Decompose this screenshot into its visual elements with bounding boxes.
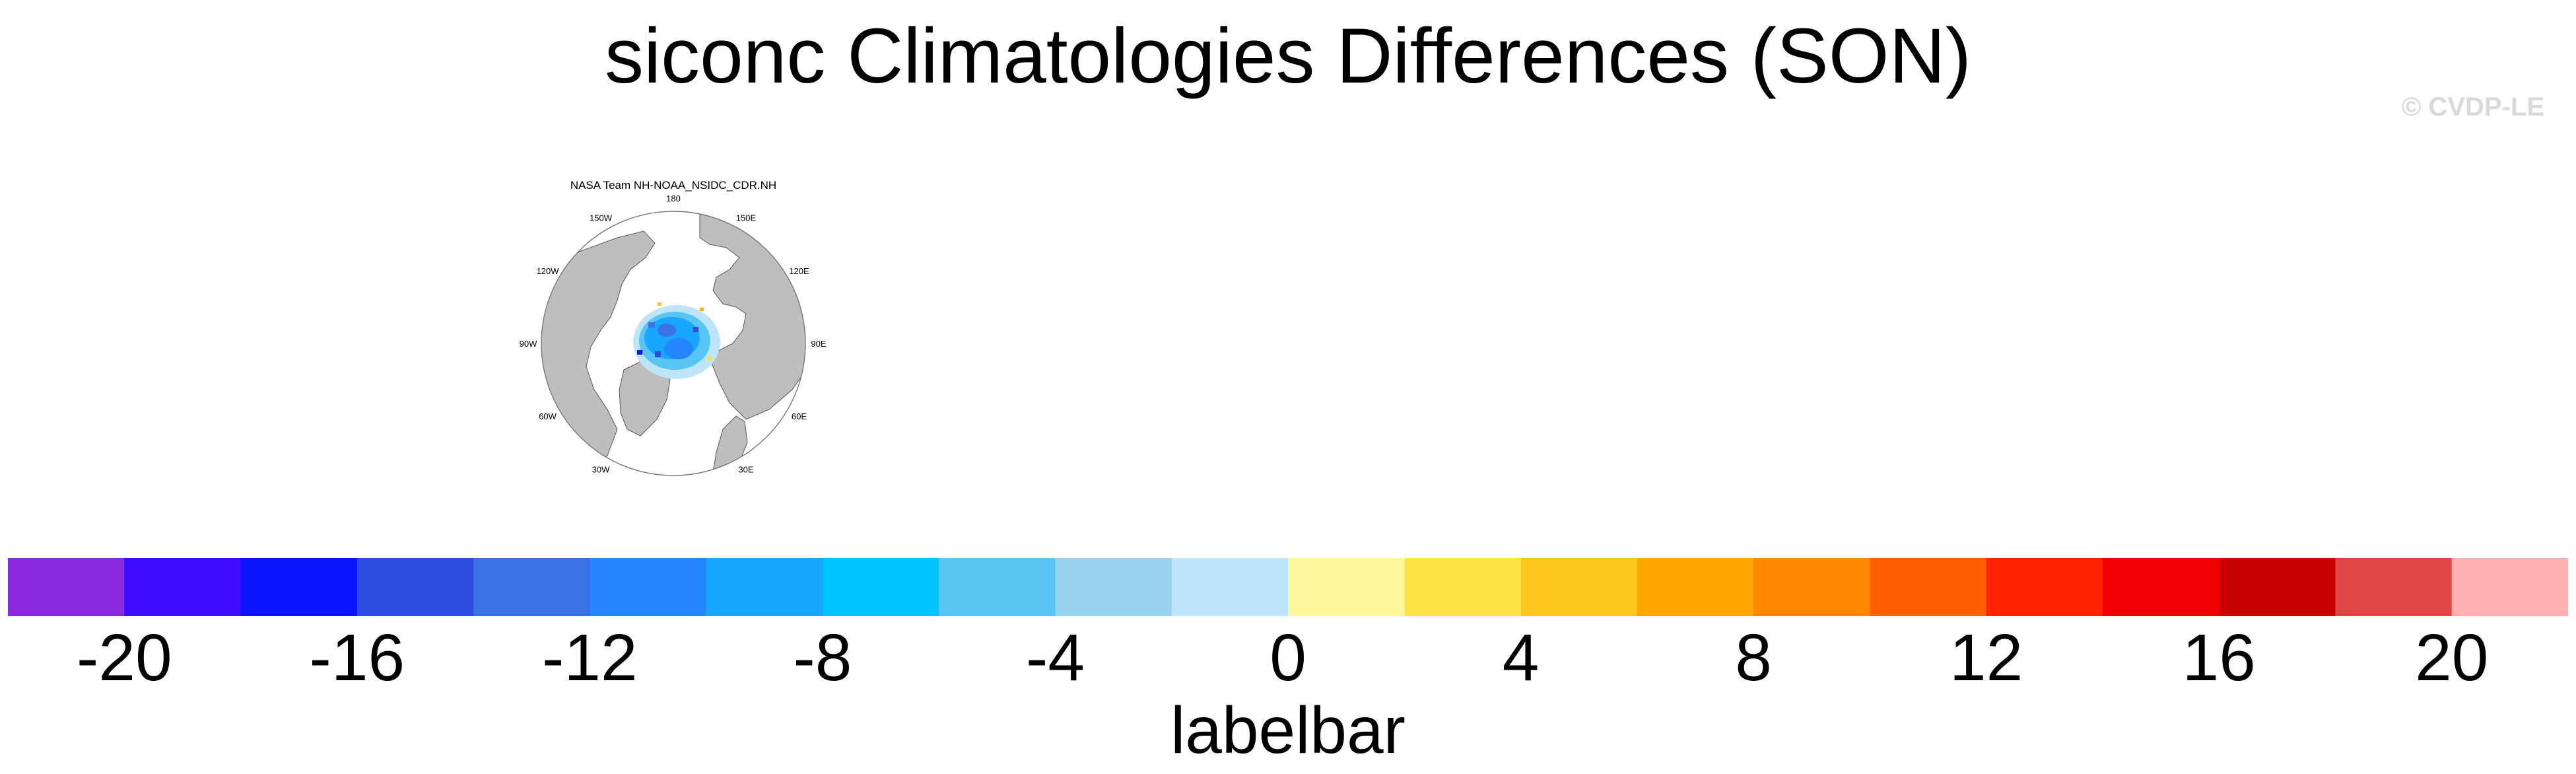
- longitude-label: 120E: [789, 266, 809, 276]
- longitude-label: 180: [666, 194, 681, 203]
- map-border: [541, 211, 806, 476]
- longitude-label: 150E: [736, 213, 757, 223]
- colorbar-tick-label: 4: [1503, 621, 1540, 695]
- colorbar-tick-label: 8: [1735, 621, 1772, 695]
- colorbar-box: [706, 558, 823, 616]
- longitude-label: 30E: [738, 465, 753, 475]
- colorbar-tick-label: 16: [2183, 621, 2256, 695]
- colorbar-box: [473, 558, 590, 616]
- colorbar-box: [1870, 558, 1987, 616]
- watermark: © CVDP-LE: [2401, 92, 2544, 122]
- colorbar-box: [8, 558, 125, 616]
- colorbar-box: [1171, 558, 1289, 616]
- colorbar-box: [2102, 558, 2220, 616]
- colorbar-tick-label: -12: [542, 621, 638, 695]
- colorbar-box: [1986, 558, 2103, 616]
- colorbar-box: [124, 558, 242, 616]
- chart-title: siconc Climatologies Differences (SON): [604, 13, 1972, 100]
- colorbar-box: [822, 558, 939, 616]
- colorbar-box: [1520, 558, 1638, 616]
- panel-title: NASA Team NH-NOAA_NSIDC_CDR.NH: [570, 179, 777, 192]
- longitude-label: 30W: [592, 465, 610, 475]
- colorbar-box: [356, 558, 474, 616]
- longitude-label: 150W: [590, 213, 613, 223]
- colorbar-title: labelbar: [1170, 693, 1406, 767]
- colorbar-tick-label: -16: [310, 621, 405, 695]
- colorbar-tick-label: -4: [1026, 621, 1085, 695]
- colorbar-box: [2335, 558, 2453, 616]
- colorbar-box: [1055, 558, 1172, 616]
- longitude-label: 90E: [811, 339, 826, 349]
- colorbar-box: [1288, 558, 1405, 616]
- polar-map: 180150E120E90E60E30E030W60W90W120W150W: [520, 194, 827, 476]
- colorbar-tick-label: 0: [1270, 621, 1306, 695]
- colorbar-box: [1753, 558, 1870, 616]
- colorbar-box: [2219, 558, 2336, 616]
- colorbar-box: [1637, 558, 1754, 616]
- sea-ice-field: [633, 302, 720, 379]
- longitude-label: 120W: [537, 266, 560, 276]
- longitude-label: 60E: [792, 411, 807, 421]
- colorbar-box: [939, 558, 1056, 616]
- colorbar-box: [1404, 558, 1522, 616]
- colorbar-tick-label: 12: [1949, 621, 2023, 695]
- longitude-labels: 180150E120E90E60E30E030W60W90W120W150W: [520, 194, 827, 475]
- longitude-label: 90W: [520, 339, 537, 349]
- colorbar-box: [240, 558, 358, 616]
- colorbar-box: [2451, 558, 2568, 616]
- colorbar-box: [590, 558, 707, 616]
- longitude-label: 60W: [539, 411, 557, 421]
- colorbar-tick-label: 20: [2415, 621, 2488, 695]
- colorbar-tick-label: -8: [793, 621, 852, 695]
- colorbar: -20 -16 -12 -8 -4 0 4 8 12 16 20: [8, 558, 2568, 695]
- colorbar-tick-label: -20: [77, 621, 172, 695]
